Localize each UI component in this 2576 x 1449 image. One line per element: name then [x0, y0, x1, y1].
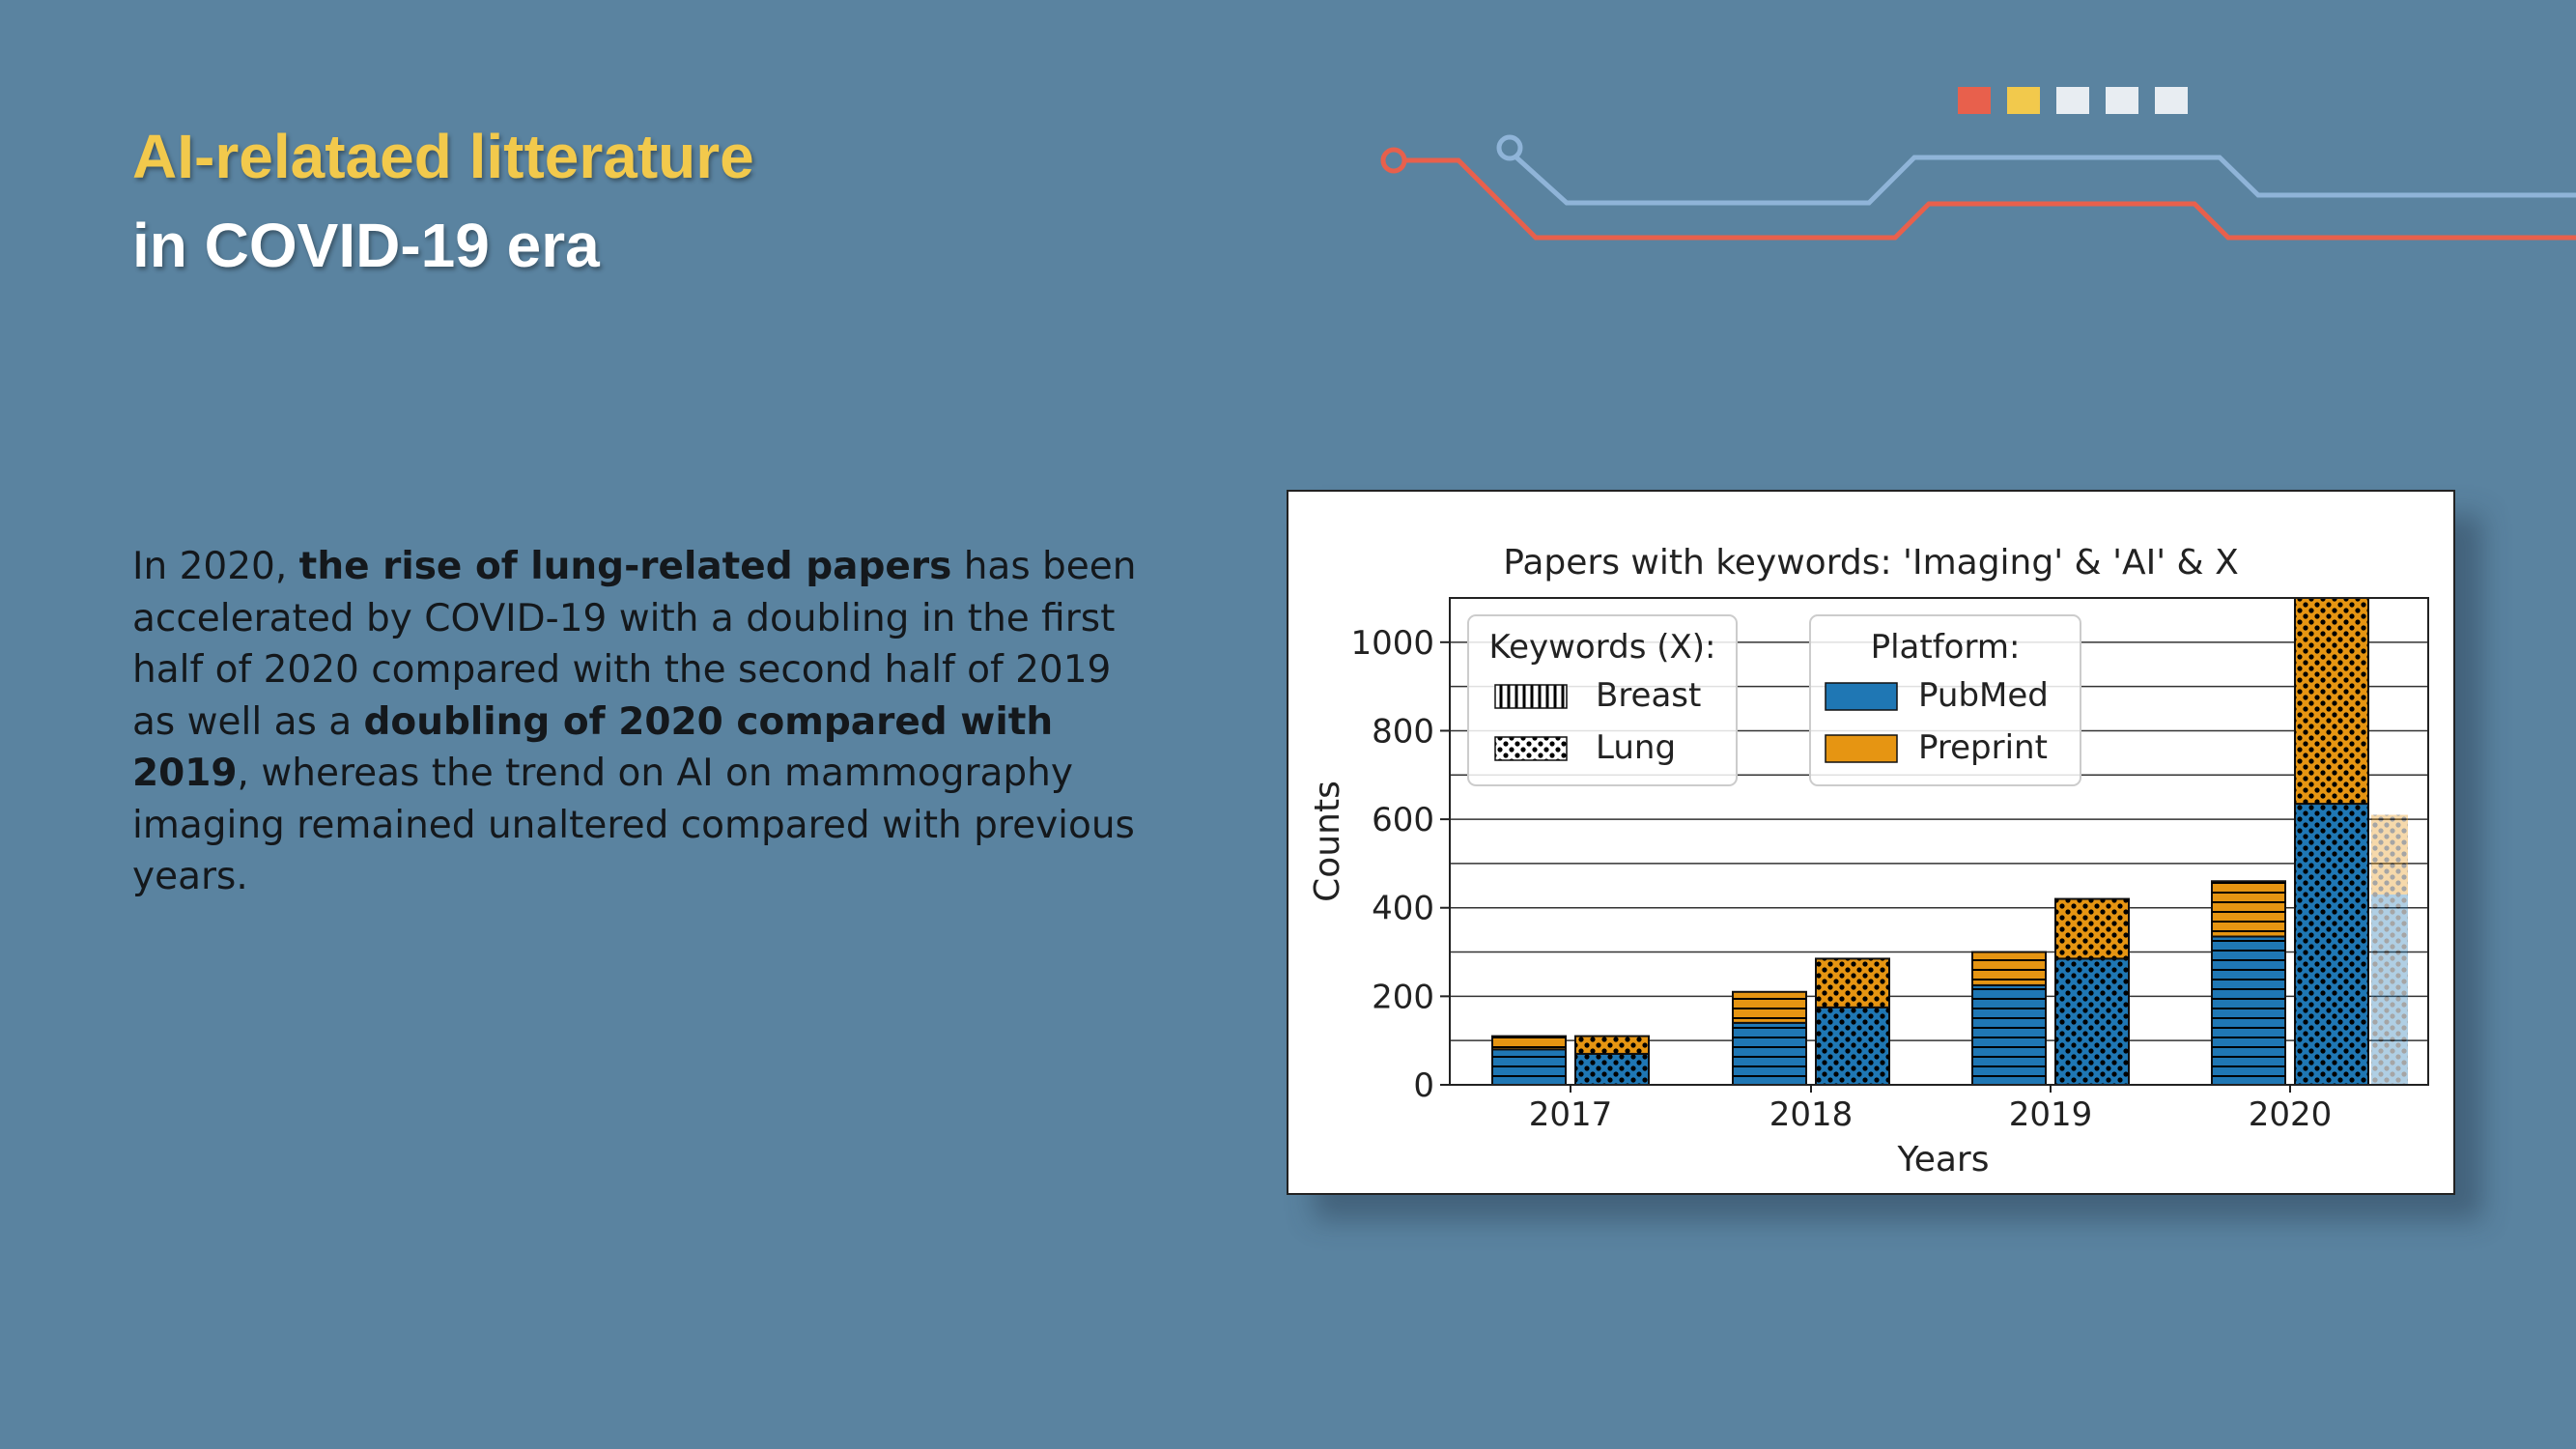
decor-square [1958, 87, 1991, 114]
bar-pubmed-pattern [2295, 804, 2368, 1085]
legend-label: Preprint [1918, 728, 2048, 767]
bar-pubmed-pattern [1972, 984, 2046, 1085]
y-tick-label: 0 [1413, 1066, 1434, 1105]
legend-keywords-title: Keywords (X): [1488, 628, 1715, 667]
bar-pubmed-pattern [1733, 1022, 1806, 1085]
x-tick-label: 2018 [1769, 1095, 1854, 1134]
chart-title: Papers with keywords: 'Imaging' & 'AI' &… [1503, 543, 2238, 582]
paragraph-text: In 2020, [132, 545, 299, 588]
y-tick-label: 400 [1372, 890, 1434, 928]
x-tick-label: 2017 [1529, 1095, 1613, 1134]
legend-platform-title: Platform: [1871, 628, 2021, 667]
legend-label: Lung [1596, 728, 1676, 767]
x-tick-label: 2019 [2009, 1095, 2093, 1134]
slide-title-line1: AI-relataed litterature [132, 122, 754, 191]
paragraph-text: has been accelerated by COVID-19 with a … [132, 545, 1137, 744]
bars [1491, 597, 2408, 1087]
bar-pubmed-pattern [2055, 958, 2129, 1085]
y-tick-label: 800 [1372, 712, 1434, 751]
bar-preprint-pattern [1733, 991, 1806, 1023]
bar-pubmed-partial-pattern [2371, 894, 2408, 1085]
paragraph-bold: the rise of lung-related papers [298, 545, 952, 588]
bar-pubmed-pattern [1816, 1007, 1889, 1085]
bar-preprint-pattern [1816, 958, 1889, 1008]
decor-square [2106, 87, 2138, 114]
decor-square [2056, 87, 2089, 114]
paragraph-text: , whereas the trend on AI on mammography… [132, 752, 1135, 898]
decor-square [2007, 87, 2040, 114]
bar-pubmed-pattern [2212, 936, 2285, 1085]
x-axis-label: Years [1897, 1140, 1990, 1179]
axes: 0 200 400 600 800 1000 2017 2018 2019 2020 [1350, 597, 2429, 1134]
decor-squares [1958, 87, 2188, 114]
circuit-line-blue [1514, 155, 2576, 206]
bar-preprint-pattern [1972, 952, 2046, 985]
circuit-node-red [1380, 147, 1407, 174]
legend-swatch-breast [1494, 684, 1568, 709]
plot-frame [1449, 597, 2429, 1086]
bar-preprint-pattern [1575, 1036, 1649, 1054]
y-tick-label: 1000 [1350, 624, 1434, 663]
legend-label: Breast [1596, 676, 1701, 715]
circuit-line-red [1405, 157, 2576, 241]
paragraph-bold: doubling of 2020 compared with 2019 [132, 699, 1054, 796]
slide-title-line2: in COVID-19 era [132, 211, 600, 280]
bar-preprint-pattern [2212, 881, 2285, 937]
chart-panel: Papers with keywords: 'Imaging' & 'AI' &… [1287, 490, 2455, 1195]
body-paragraph: In 2020, the rise of lung-related papers… [132, 541, 1156, 903]
y-tick-label: 600 [1372, 801, 1434, 839]
bar-preprint-pattern [2055, 898, 2129, 959]
bar-pubmed-pattern [1575, 1053, 1649, 1085]
legend-swatch-lung [1494, 736, 1568, 761]
bar-pubmed-pattern [1492, 1049, 1566, 1085]
bar-preprint-pattern [2295, 598, 2368, 805]
legend-swatch-preprint [1825, 734, 1898, 763]
bar-preprint-pattern [1492, 1036, 1566, 1050]
y-tick-label: 200 [1372, 978, 1434, 1016]
bar-chart: Papers with keywords: 'Imaging' & 'AI' &… [1308, 543, 2429, 1179]
circuit-decoration [1380, 87, 2576, 241]
x-tick-label: 2020 [2249, 1095, 2333, 1134]
legends: Keywords (X): Breast Lung Platform: PubMed Pr… [1467, 614, 2081, 786]
bar-preprint-partial-pattern [2371, 814, 2408, 895]
partial-bar-2020 [2371, 814, 2408, 1085]
legend-label: PubMed [1918, 676, 2049, 715]
decor-square [2155, 87, 2188, 114]
y-axis-label: Counts [1308, 781, 1347, 902]
circuit-node-blue [1496, 134, 1523, 161]
legend-swatch-pubmed [1825, 682, 1898, 711]
